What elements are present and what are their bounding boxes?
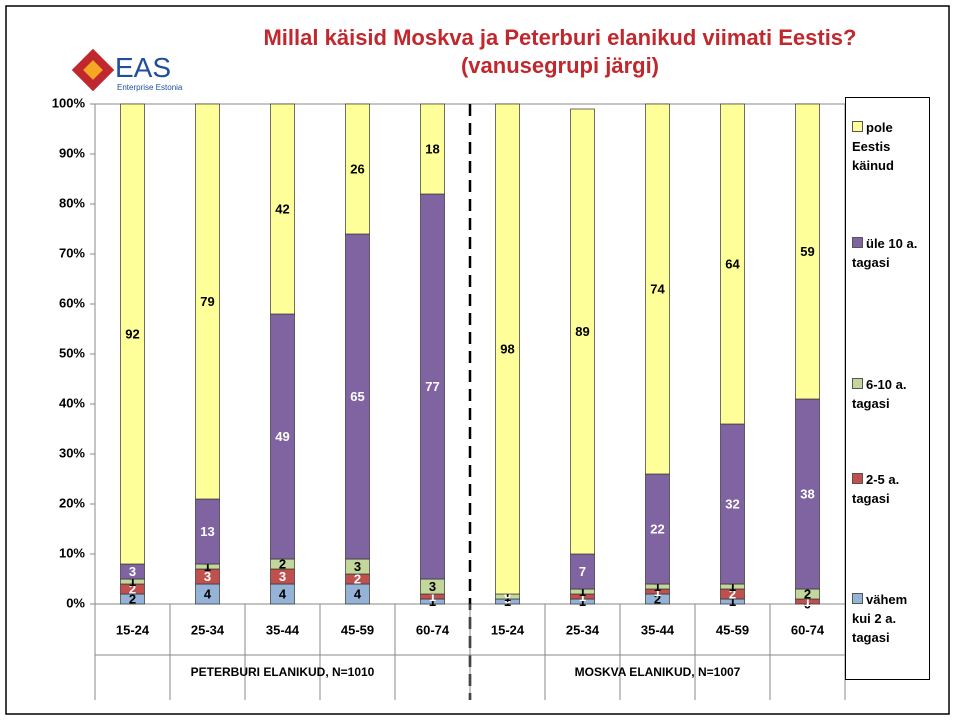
legend-item: 6-10 a. tagasi [852,375,928,413]
y-tick-label: 90% [59,145,85,160]
chart-title: Millal käisid Moskva ja Peterburi elanik… [225,24,895,80]
data-label: 42 [275,201,289,216]
data-label: 64 [725,256,740,271]
x-tick-label: 60-74 [791,622,825,637]
legend-item: vähem kui 2 a. tagasi [852,590,928,647]
y-tick-label: 50% [59,345,85,360]
data-label: 26 [350,161,364,176]
x-tick-label: 15-24 [491,622,525,637]
data-label: 3 [354,559,361,574]
data-label: 65 [350,389,364,404]
y-tick-label: 40% [59,395,85,410]
y-tick-label: 100% [52,95,86,110]
legend-swatch [852,593,863,604]
legend-item: 2-5 a. tagasi [852,470,928,508]
legend-swatch [852,237,863,248]
legend-swatch [852,378,863,389]
y-tick-label: 20% [59,495,85,510]
x-tick-label: 35-44 [266,622,300,637]
y-tick-label: 10% [59,545,85,560]
legend-item: pole Eestis käinud [852,118,928,175]
data-label: 22 [650,521,664,536]
data-label: 92 [125,326,139,341]
x-tick-label: 60-74 [416,622,450,637]
data-label: 59 [800,244,814,259]
x-tick-label: 25-34 [566,622,600,637]
data-label: 77 [425,379,439,394]
data-label: 3 [129,564,136,579]
y-tick-label: 60% [59,295,85,310]
data-label: 49 [275,429,289,444]
x-tick-label: 45-59 [341,622,374,637]
legend-item: üle 10 a. tagasi [852,234,928,272]
y-tick-label: 30% [59,445,85,460]
group-label: MOSKVA ELANIKUD, N=1007 [575,665,741,679]
data-label: 32 [725,496,739,511]
data-label: 79 [200,294,214,309]
data-label: 38 [800,486,814,501]
x-tick-label: 25-34 [191,622,225,637]
slide: 0% 10% 20% 30% 40% 50% 60% 70% 80% 90% 100% PETERBU… [0,0,955,720]
data-label: 4 [204,586,212,601]
y-tick-label: 80% [59,195,85,210]
legend-swatch [852,473,863,484]
y-tick-label: 70% [59,245,85,260]
logo-name: EAS [115,52,171,84]
data-label: 98 [500,341,514,356]
data-label: 13 [200,524,214,539]
y-tick-label: 0% [66,595,85,610]
data-label: 4 [354,586,362,601]
x-tick-label: 35-44 [641,622,675,637]
logo-mark [72,49,114,91]
data-label: 4 [279,586,287,601]
group-label: PETERBURI ELANIKUD, N=1010 [191,665,375,679]
data-label: 7 [579,564,586,579]
legend: vähem kui 2 a. tagasi 2-5 a. tagasi 6-10 a… [845,97,930,680]
data-label: 3 [429,579,436,594]
data-label: 18 [425,141,439,156]
x-tick-label: 45-59 [716,622,749,637]
data-label: 74 [650,281,665,296]
logo-subtitle: Enterprise Estonia [117,83,182,92]
x-tick-label: 15-24 [116,622,150,637]
legend-swatch [852,121,863,132]
data-label: 89 [575,324,589,339]
chart: 0% 10% 20% 30% 40% 50% 60% 70% 80% 90% 100% PETERBU… [0,0,955,720]
